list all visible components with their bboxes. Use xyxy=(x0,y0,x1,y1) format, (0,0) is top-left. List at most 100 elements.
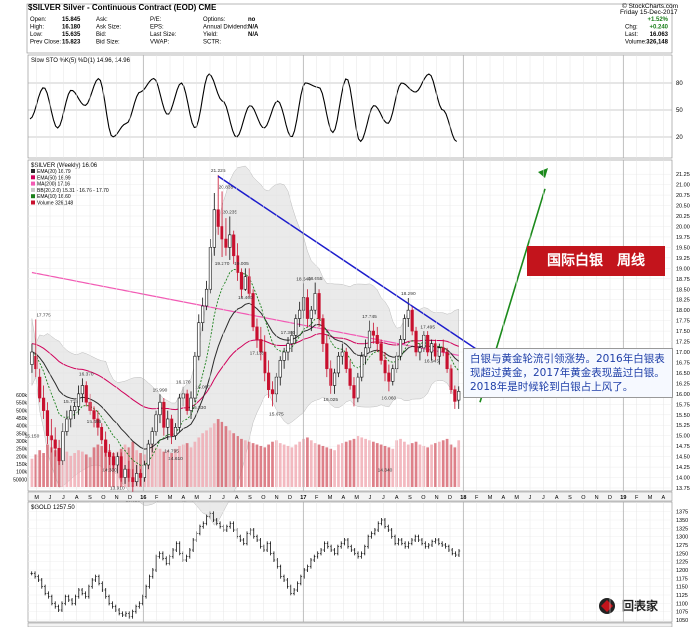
x-tick-label: M xyxy=(514,495,519,501)
volume-bar xyxy=(170,453,173,487)
quote-label: P/E: xyxy=(150,17,162,23)
price-y-label: 17.75 xyxy=(676,319,690,325)
candle-body xyxy=(453,389,457,402)
arrow-head xyxy=(538,168,548,178)
quote-label: Bid Size: xyxy=(96,40,120,46)
volume-bar xyxy=(154,447,158,487)
candle-body xyxy=(441,347,445,353)
volume-bar xyxy=(216,419,220,487)
x-tick-label: J xyxy=(222,495,225,501)
candle-body xyxy=(123,468,127,478)
gold-layer: 1050 1075 1100 1125 1150 1175 1200 1225 1250 1275… xyxy=(28,510,688,624)
price-annotation: 15.495 xyxy=(87,419,102,425)
price-y-label: 13.75 xyxy=(676,486,690,492)
candle-body xyxy=(352,385,356,399)
quote-label: VWAP: xyxy=(150,40,169,46)
volume-y-label: 400k xyxy=(16,424,27,430)
volume-bar xyxy=(430,444,433,487)
legend-entry: EMA(10) 16.60 xyxy=(37,194,71,200)
gold-y-label: 1100 xyxy=(676,601,688,607)
volume-y-label: 500k xyxy=(16,408,27,414)
gold-y-label: 1275 xyxy=(676,543,688,549)
price-y-label: 15.25 xyxy=(676,423,690,429)
legend-entry: EMA(50) 16.99 xyxy=(37,175,71,181)
candle-body xyxy=(278,360,282,378)
price-annotation: 19.270 xyxy=(215,261,230,267)
volume-bar xyxy=(282,444,286,487)
volume-bar xyxy=(414,441,418,487)
gold-y-label: 1075 xyxy=(676,610,688,616)
candle-body xyxy=(344,351,348,370)
candle-body xyxy=(61,431,65,462)
legend-swatch xyxy=(31,169,35,173)
quote-label: Yield: xyxy=(203,32,218,38)
price-y-label: 16.25 xyxy=(676,381,690,387)
price-y-label: 21.25 xyxy=(676,172,690,178)
volume-bar xyxy=(77,450,80,487)
x-tick-label: J xyxy=(209,495,212,501)
volume-bar xyxy=(104,443,108,487)
volume-bar xyxy=(240,438,243,487)
volume-bar xyxy=(69,455,73,487)
candle-body xyxy=(212,209,216,248)
x-tick-label: 16 xyxy=(140,495,146,501)
volume-bar xyxy=(112,453,115,487)
sto-panel xyxy=(27,54,673,159)
volume-bar xyxy=(57,448,61,487)
x-tick-label: 19 xyxy=(620,495,626,501)
price-y-label: 15.00 xyxy=(676,434,690,440)
price-annotation: 17.775 xyxy=(36,313,51,319)
price-annotation: 14.340 xyxy=(378,467,393,473)
candle-body xyxy=(49,435,53,441)
candle-body xyxy=(201,305,205,324)
volume-y-label: 150k xyxy=(16,462,27,468)
price-y-label: 19.00 xyxy=(676,266,690,272)
price-annotation: 20.835 xyxy=(219,185,234,191)
volume-bar xyxy=(232,433,236,487)
price-annotation: 16.060 xyxy=(195,384,210,390)
volume-bar xyxy=(325,447,329,487)
candle-body xyxy=(107,452,112,457)
candle-body xyxy=(426,334,430,353)
volume-bar xyxy=(360,437,364,487)
volume-bar xyxy=(61,444,65,487)
volume-bar xyxy=(108,450,111,487)
quote-label: High: xyxy=(30,25,44,31)
price-y-label: 17.50 xyxy=(676,329,690,335)
gold-y-label: 1300 xyxy=(676,535,688,541)
volume-bar xyxy=(375,443,379,487)
x-tick-label: O xyxy=(421,495,426,501)
candle-body xyxy=(150,431,154,445)
candle-body xyxy=(402,318,406,340)
price-annotation: 18.655 xyxy=(308,276,323,282)
price-annotation: 15.715 xyxy=(63,399,78,405)
volume-bar xyxy=(205,430,208,487)
quote-label: Bid: xyxy=(96,32,107,38)
sto-line xyxy=(29,73,458,143)
volume-bar xyxy=(352,438,356,487)
candle-body xyxy=(38,376,42,399)
x-tick-label: A xyxy=(235,495,239,501)
stat-value: +1.52% xyxy=(647,17,668,23)
volume-bar xyxy=(290,447,294,487)
candle-body xyxy=(131,477,135,483)
candle-body xyxy=(220,226,224,240)
volume-bar xyxy=(275,440,278,487)
site-credit: © StockCharts.com xyxy=(622,2,678,10)
legend-entry: EMA(20) 16.79 xyxy=(37,169,71,175)
header: $SILVER Silver - Continuous Contract (EO… xyxy=(26,2,678,54)
candle-body xyxy=(197,322,201,357)
quote-label: Ask Size: xyxy=(96,25,121,31)
candle-body xyxy=(433,343,438,357)
x-tick-label: D xyxy=(288,495,292,501)
x-tick-label: N xyxy=(595,495,599,501)
x-tick-label: D xyxy=(448,495,452,501)
volume-bar xyxy=(42,453,45,487)
candle-body xyxy=(398,339,403,357)
volume-bar xyxy=(391,448,395,487)
x-tick-label: S xyxy=(88,495,92,501)
volume-bar xyxy=(236,436,239,487)
candle-body xyxy=(104,439,108,453)
volume-bar xyxy=(255,444,259,487)
x-tick-label: A xyxy=(341,495,345,501)
